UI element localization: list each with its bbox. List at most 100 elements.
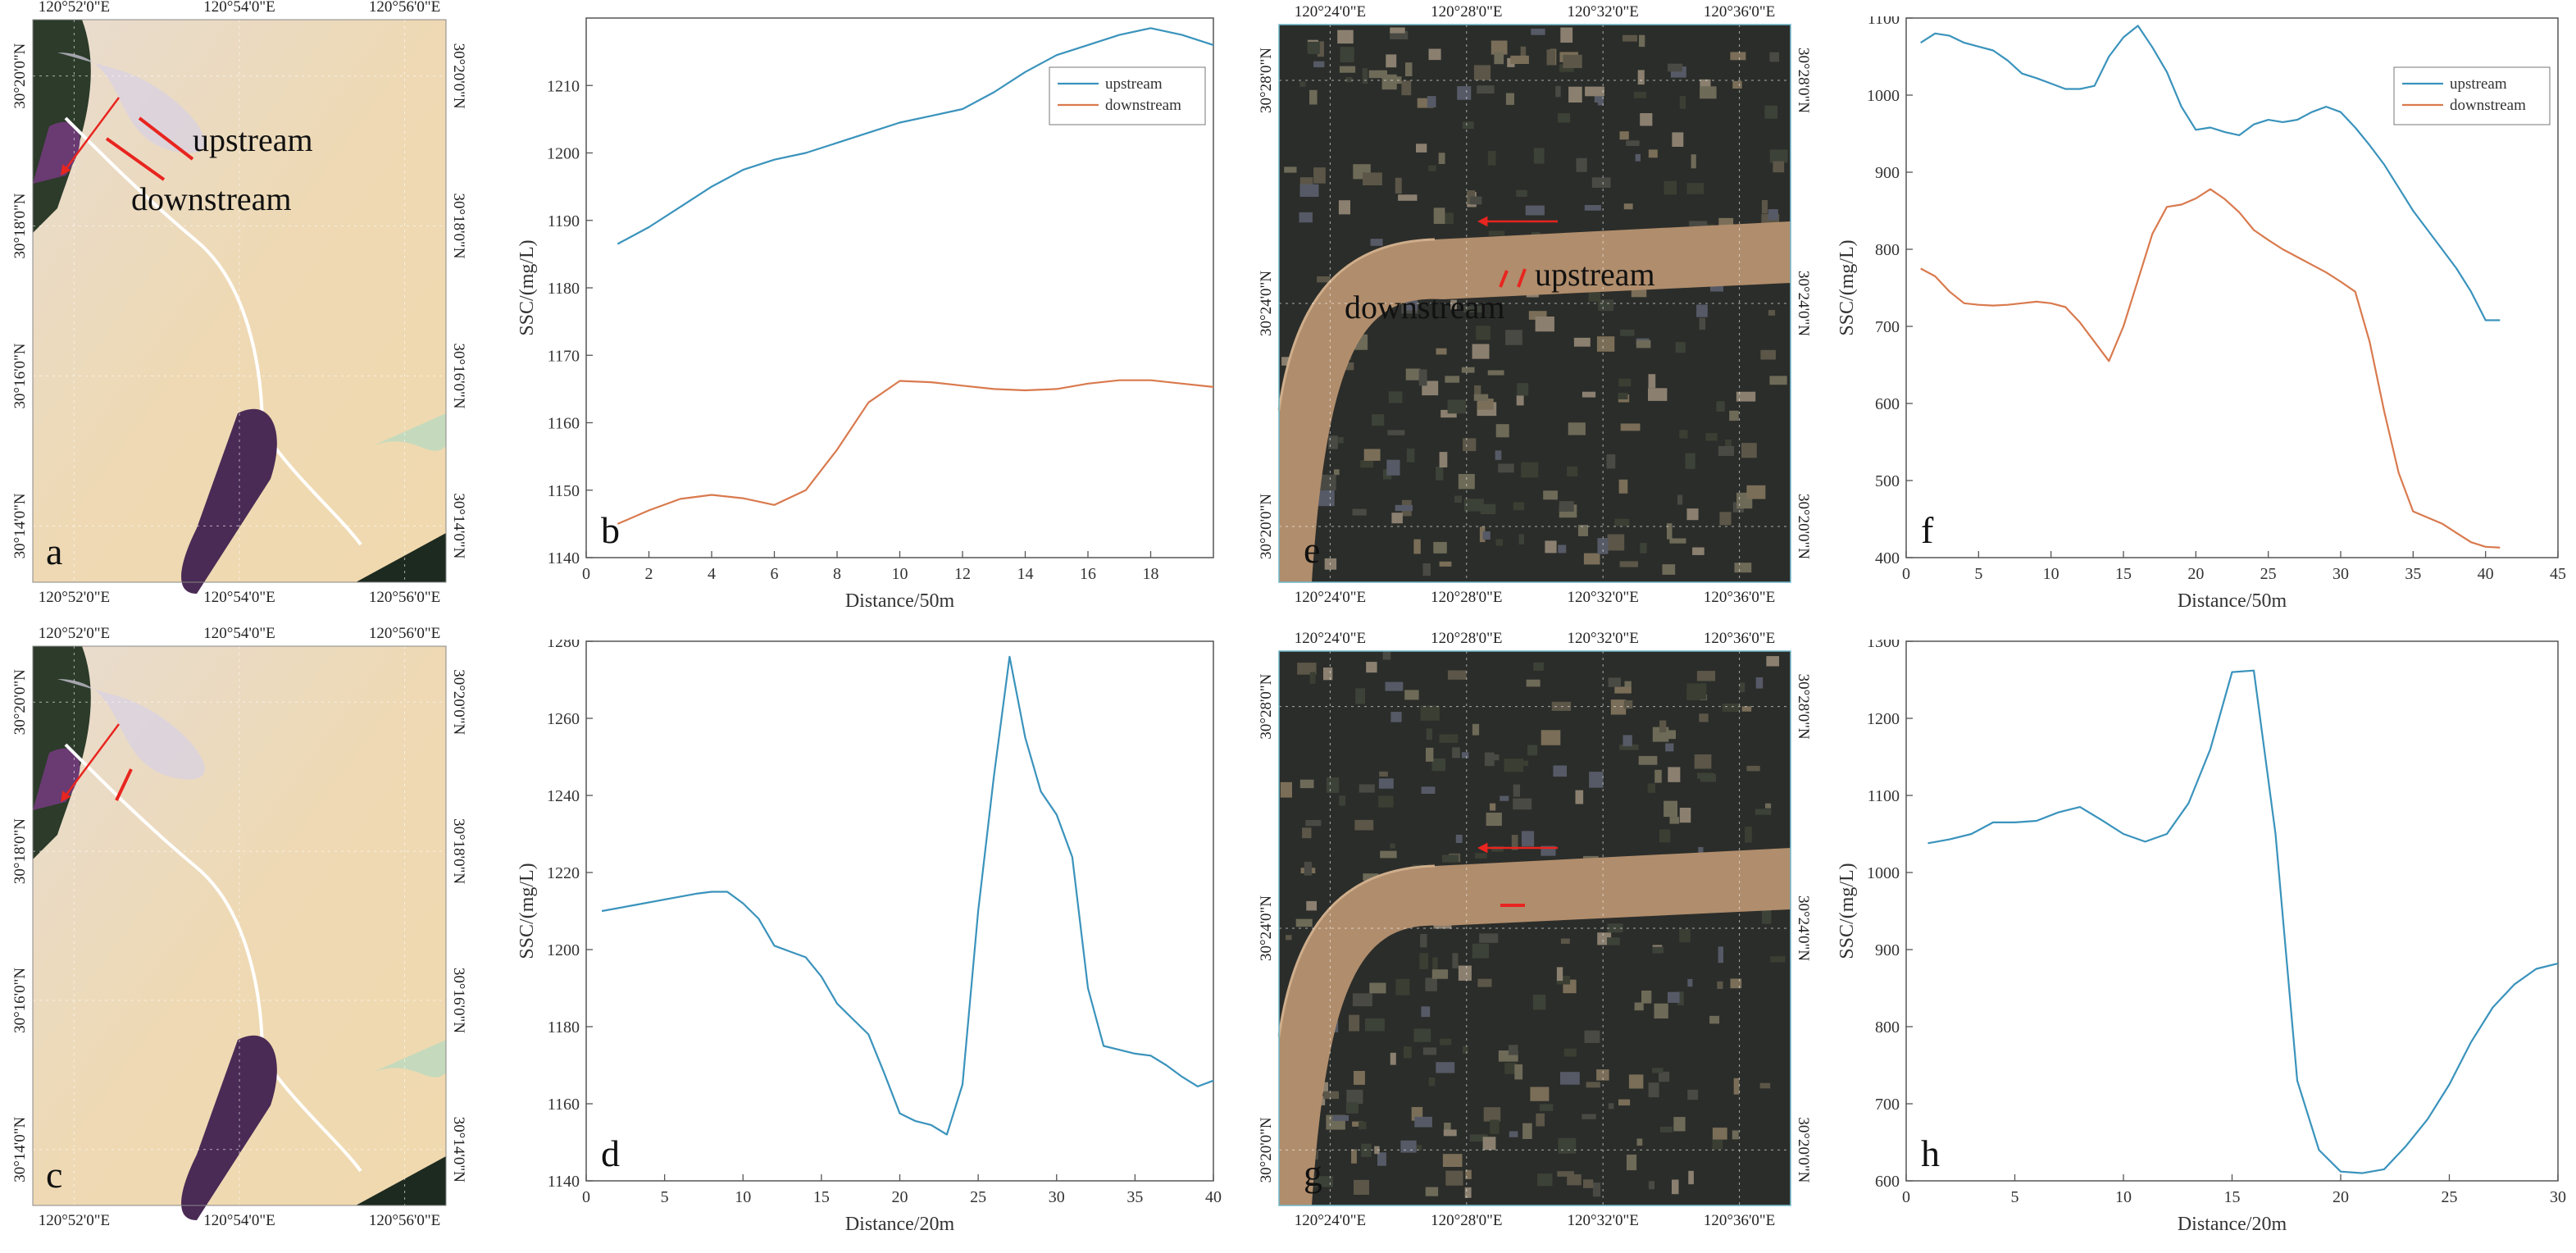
urban-block [1576, 157, 1587, 172]
urban-block [1619, 561, 1638, 567]
urban-block [1475, 853, 1487, 859]
coord-label-right: 30°14'0"N [450, 1117, 467, 1182]
urban-block [1317, 490, 1335, 507]
urban-block [1427, 96, 1436, 107]
urban-block [1717, 981, 1723, 989]
x-tick-label: 5 [1974, 565, 1982, 583]
urban-block [1563, 1048, 1577, 1057]
flow-arrowhead [1477, 842, 1488, 854]
urban-block [1299, 184, 1319, 197]
section-line [115, 768, 133, 801]
urban-block [1730, 978, 1742, 989]
coord-label-left: 30°20'0"N [1258, 494, 1275, 559]
x-tick-label: 25 [2442, 1188, 2458, 1206]
urban-block [1403, 1046, 1412, 1059]
urban-block [1592, 1182, 1601, 1197]
urban-block [1359, 1122, 1367, 1130]
urban-block [1400, 1140, 1417, 1153]
urban-block [1659, 720, 1667, 733]
urban-block [1626, 140, 1640, 146]
urban-block [1494, 52, 1504, 65]
urban-block [1553, 765, 1567, 777]
coord-label-left: 30°28'0"N [1258, 48, 1275, 113]
urban-block [1323, 668, 1333, 681]
urban-block [1679, 928, 1691, 943]
urban-block [1634, 1002, 1644, 1011]
urban-block [1381, 74, 1397, 90]
river-bank [1277, 238, 1436, 411]
urban-block [1623, 700, 1633, 709]
urban-block [1470, 196, 1482, 205]
urban-block [1299, 81, 1306, 87]
urban-block [1663, 180, 1677, 195]
y-tick-label: 1170 [548, 347, 580, 365]
urban-block [1745, 827, 1752, 843]
urban-block [1533, 148, 1545, 164]
urban-block [1363, 449, 1381, 461]
urban-block [1390, 27, 1405, 34]
urban-block [1699, 713, 1709, 722]
urban-block [1299, 779, 1314, 789]
urban-block [1387, 430, 1405, 435]
urban-block [1433, 207, 1445, 224]
urban-block [1535, 317, 1554, 332]
downstream-section-line [1499, 270, 1509, 288]
y-tick-label: 1100 [1868, 16, 1900, 28]
urban-block [1454, 495, 1462, 503]
urban-block [1488, 230, 1505, 236]
coord-label-bottom: 120°56'0"E [369, 1212, 440, 1229]
urban-block [1472, 344, 1490, 359]
x-tick-label: 14 [1017, 565, 1034, 583]
urban-block [1484, 752, 1495, 767]
urban-block [1482, 531, 1491, 540]
coord-label-top: 120°52'0"E [39, 0, 110, 16]
urban-block [1679, 430, 1688, 439]
coord-label-top: 120°56'0"E [369, 0, 440, 16]
urban-block [1395, 504, 1413, 512]
urban-block [1746, 485, 1766, 499]
urban-block [1500, 795, 1509, 801]
chart-panel-h: 0 5 10 15 20 25 30 600 700 800 900 1000 1100 1200 1300… [1828, 640, 2574, 1246]
urban-block [1452, 747, 1460, 759]
x-tick-label: 20 [892, 1188, 908, 1206]
urban-block [1439, 734, 1459, 743]
y-tick-label: 800 [1875, 241, 1900, 259]
y-tick-label: 500 [1875, 472, 1900, 490]
urban-block [1510, 55, 1529, 64]
urban-block [1659, 1127, 1673, 1132]
coord-label-right: 30°20'0"N [450, 43, 467, 109]
purple-shoal [33, 748, 80, 810]
urban-block [1559, 501, 1574, 512]
urban-block [1334, 469, 1340, 476]
urban-block [1558, 544, 1567, 554]
urban-block [1533, 662, 1544, 671]
chart-panel-f: 0 5 10 15 20 25 30 35 40 45 400 500 600 700 800 900 1000… [1828, 16, 2574, 623]
urban-block [1302, 827, 1312, 839]
urban-block [1439, 452, 1448, 467]
urban-block [1418, 369, 1427, 386]
urban-block [1307, 41, 1320, 54]
urban-block [1673, 1117, 1686, 1132]
urban-block [1445, 1170, 1463, 1186]
urban-block [1521, 462, 1539, 478]
urban-block [1306, 900, 1317, 911]
urban-block [1526, 679, 1541, 687]
urban-block [1416, 144, 1427, 153]
x-tick-label: 0 [1902, 565, 1910, 583]
legend: upstream downstream [2393, 66, 2551, 125]
flow-arrowhead [1477, 216, 1488, 227]
urban-block [1461, 367, 1475, 373]
coord-label-top: 120°28'0"E [1431, 630, 1502, 647]
urban-block [1636, 1138, 1643, 1146]
urban-block [1647, 783, 1655, 793]
coord-label-left: 30°20'0"N [11, 43, 29, 108]
urban-block [1395, 978, 1410, 996]
urban-block [1640, 113, 1653, 126]
coord-label-right: 30°18'0"N [450, 194, 467, 259]
urban-block [1663, 800, 1677, 818]
urban-block [1362, 68, 1368, 84]
urban-block [1495, 539, 1503, 546]
urban-block [1639, 34, 1645, 48]
urban-block [1732, 80, 1742, 89]
coord-label-left: 30°14'0"N [11, 1117, 29, 1182]
